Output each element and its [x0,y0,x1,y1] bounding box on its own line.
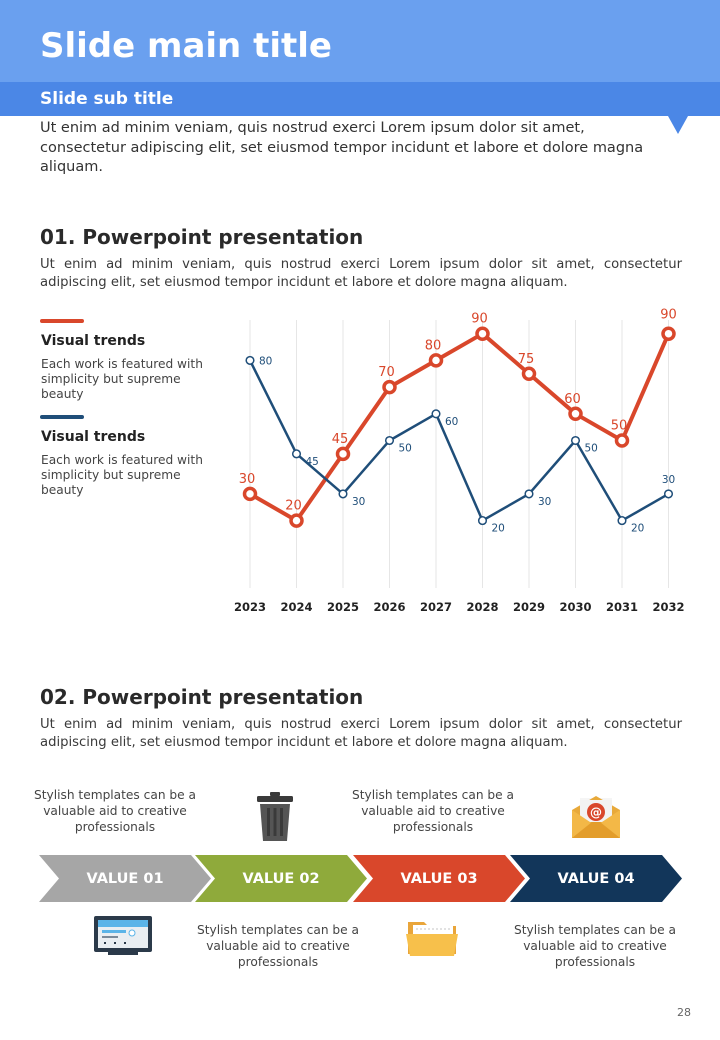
data-point-red [521,366,537,381]
x-tick-label: 2031 [606,600,638,614]
data-label-blue: 20 [492,523,505,535]
page-number: 28 [677,1006,691,1019]
section1-title: 01. Powerpoint presentation [40,225,364,249]
data-label-blue: 45 [306,456,319,468]
data-label-red: 70 [378,365,395,380]
x-tick-label: 2023 [234,600,266,614]
header-banner [0,0,720,82]
x-tick-label: 2028 [466,600,498,614]
data-point-red [242,486,258,502]
value-step-2: VALUE 02 [195,855,367,902]
value-step-4: VALUE 04 [510,855,682,902]
series-line-blue [248,359,670,522]
x-tick-label: 2025 [327,600,359,614]
data-label-red: 30 [239,472,256,487]
data-label-red: 90 [660,308,677,323]
data-label-red: 80 [425,338,442,353]
data-label-blue: 30 [352,496,365,508]
data-label-blue: 80 [259,355,272,367]
data-point-red [428,353,444,368]
legend-title-blue: Visual trends [41,429,146,445]
data-point-blue [338,489,348,499]
section2-text: Ut enim ad minim veniam, quis nostrud ex… [40,717,682,750]
monitor-icon [94,916,152,955]
data-label-red: 50 [611,419,628,434]
data-point-blue [431,409,441,419]
caption-top-2: Stylish templates can be a valuable aid … [351,788,515,834]
data-point-red [661,326,676,341]
caption-top-1: Stylish templates can be a valuable aid … [33,788,197,834]
x-tick-label: 2024 [280,600,312,614]
svg-text:@: @ [590,806,602,820]
data-label-red: 60 [564,392,581,407]
data-label-blue: 20 [631,523,644,535]
value-step-3-label: VALUE 03 [400,870,478,887]
section1-text: Ut enim ad minim veniam, quis nostrud ex… [40,257,682,290]
x-tick-label: 2030 [559,600,591,614]
data-label-red: 90 [471,312,488,327]
data-label-blue: 30 [662,474,675,486]
x-tick-label: 2027 [420,600,452,614]
data-label-red: 45 [332,432,349,447]
intro-text: Ut enim ad minim veniam, quis nostrud ex… [40,120,644,175]
x-tick-label: 2032 [652,600,684,614]
data-label-blue: 30 [538,496,551,508]
value-step-1: VALUE 01 [39,855,211,902]
data-point-blue [617,516,627,526]
series-line-red [249,331,671,523]
data-label-blue: 60 [445,416,458,428]
legend-title-red: Visual trends [41,333,146,349]
data-point-blue [291,449,302,459]
email-icon: @ [572,796,620,838]
subtitle-bar-notch [668,116,688,134]
folder-icon [406,922,458,956]
slide-subtitle: Slide sub title [40,89,174,109]
value-step-4-label: VALUE 04 [557,870,635,887]
data-point-blue [663,489,674,499]
x-tick-label: 2026 [373,600,405,614]
data-point-red [289,513,304,528]
data-point-blue [524,489,534,499]
value-step-3: VALUE 03 [353,855,525,902]
x-tick-label: 2029 [513,600,545,614]
legend-line-red [40,319,84,323]
data-point-blue [570,435,581,446]
subtitle-bar [0,82,720,116]
data-point-blue [384,435,395,446]
data-label-blue: 50 [585,443,598,455]
data-label-red: 75 [518,352,535,367]
data-point-blue [477,516,488,526]
slide-title: Slide main title [40,26,332,66]
legend-desc-blue: Each work is featured with simplicity bu… [41,453,203,497]
data-point-red [475,326,490,341]
legend-line-blue [40,415,84,419]
value-step-2-label: VALUE 02 [242,870,320,887]
data-point-blue [245,355,255,365]
data-point-red [335,446,351,462]
data-label-red: 20 [285,499,302,514]
value-step-1-label: VALUE 01 [86,870,164,887]
caption-bottom-2: Stylish templates can be a valuable aid … [513,923,677,969]
caption-bottom-1: Stylish templates can be a valuable aid … [196,923,360,969]
section2-title: 02. Powerpoint presentation [40,685,364,709]
data-point-red [614,433,630,448]
data-label-blue: 50 [399,443,412,455]
legend-desc-red: Each work is featured with simplicity bu… [41,357,203,401]
data-point-red [568,406,583,422]
data-point-red [382,379,397,395]
trash-icon [257,792,293,841]
